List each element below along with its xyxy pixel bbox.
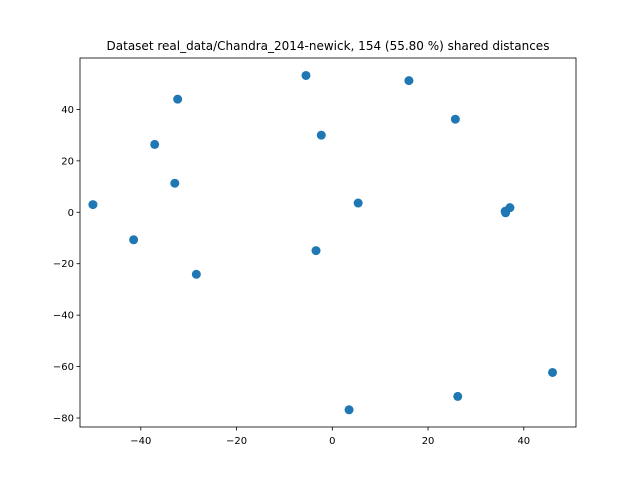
- plot-area-frame: [79, 57, 577, 428]
- y-tick-label: −20: [53, 259, 74, 270]
- x-axis: −40 −20 0 20 40: [130, 427, 530, 447]
- chart-title: Dataset real_data/Chandra_2014-newick, 1…: [107, 39, 550, 53]
- data-point: [353, 198, 363, 208]
- data-point: [129, 235, 139, 245]
- data-point: [88, 200, 98, 210]
- x-tick-label: −20: [226, 436, 247, 447]
- data-point: [173, 94, 183, 104]
- data-point: [505, 203, 515, 213]
- y-tick-label: 0: [68, 208, 74, 219]
- y-axis: −80 −60 −40 −20 0 20 40: [53, 105, 80, 425]
- y-tick-label: −60: [53, 362, 74, 373]
- data-point: [191, 269, 201, 279]
- data-point: [450, 114, 460, 124]
- y-tick-label: 20: [61, 156, 74, 167]
- data-points: [88, 70, 558, 415]
- data-point: [301, 70, 311, 80]
- x-tick-label: 20: [422, 436, 435, 447]
- data-point: [453, 391, 463, 401]
- y-tick-label: −80: [53, 414, 74, 425]
- data-point: [404, 76, 414, 86]
- data-point: [316, 130, 326, 140]
- x-tick-label: −40: [130, 436, 151, 447]
- data-point: [344, 405, 354, 415]
- x-tick-label: 40: [517, 436, 530, 447]
- data-point: [311, 246, 321, 256]
- x-tick-label: 0: [329, 436, 335, 447]
- y-tick-label: 40: [61, 105, 74, 116]
- data-point: [170, 178, 180, 188]
- data-point: [150, 139, 160, 149]
- y-tick-label: −40: [53, 311, 74, 322]
- data-point: [548, 367, 558, 377]
